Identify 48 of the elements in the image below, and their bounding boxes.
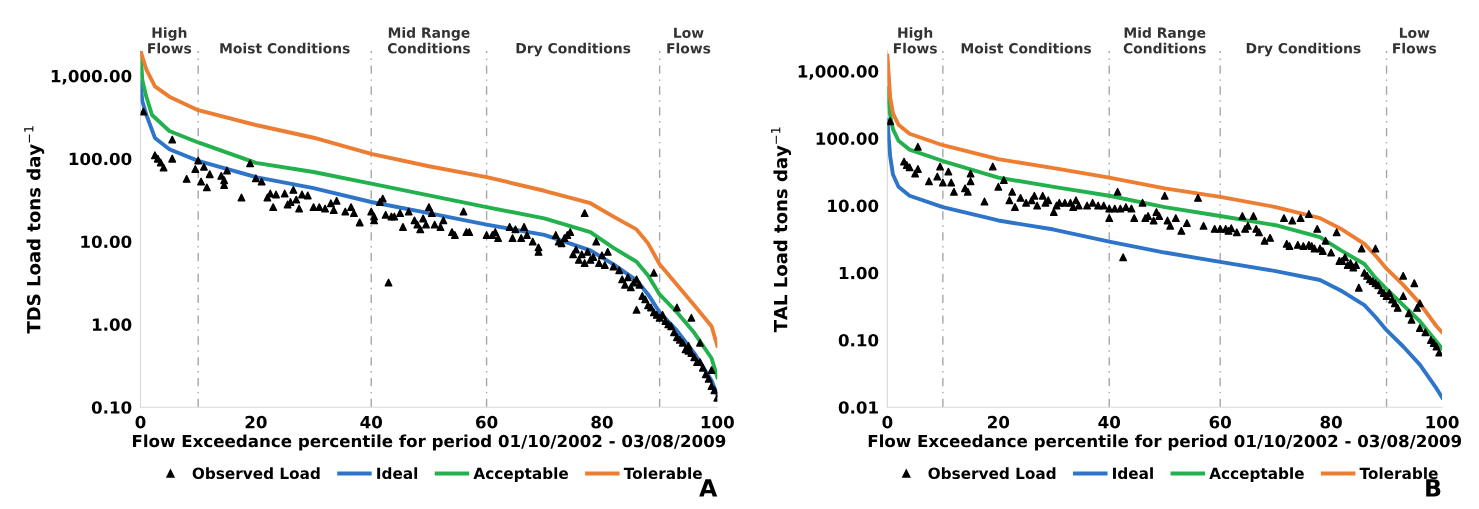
x-tick-label: 40 xyxy=(1098,415,1121,429)
x-tick-label: 0 xyxy=(882,415,893,429)
x-tick-label: 80 xyxy=(1320,415,1342,429)
legend-label: Acceptable xyxy=(1209,467,1304,483)
x-tick-label: 40 xyxy=(360,415,383,429)
y-tick-label: 1,000.00 xyxy=(51,69,132,85)
annotation: Low Flows xyxy=(1393,27,1437,54)
x-tick-label: 100 xyxy=(701,415,734,429)
annotation: Mid Range Conditions xyxy=(1123,27,1206,54)
legend-label: Ideal xyxy=(1113,467,1153,480)
line-series xyxy=(887,118,1443,400)
annotation: High Flows xyxy=(148,27,192,54)
y-tick-label: 0.10 xyxy=(838,333,879,347)
annotation: Moist Conditions xyxy=(220,42,350,54)
annotation: Moist Conditions xyxy=(961,42,1092,54)
annotation: Low Flows xyxy=(667,27,711,54)
x-tick-label: 100 xyxy=(1426,415,1459,429)
legend-label: Tolerable xyxy=(1359,467,1438,480)
y-tick-label: 0.01 xyxy=(838,401,878,414)
x-tick-label: 20 xyxy=(245,415,267,429)
legend-label: Tolerable xyxy=(623,467,702,480)
x-axis-title: Flow Exceedance percentile for period 01/10/2002 - 03/08/2009 xyxy=(132,434,726,451)
x-axis-title: Flow Exceedance percentile for period 01/10/2002 - 03/08/2009 xyxy=(868,434,1462,451)
y-tick-label: 100.00 xyxy=(69,152,132,166)
y-axis-title: TDS Load tons day$^{−1}$ xyxy=(24,126,45,334)
text: B xyxy=(1426,479,1441,497)
y-tick-label: 1.00 xyxy=(839,266,879,280)
y-tick-label: 10.00 xyxy=(828,199,879,213)
annotation: Mid Range Conditions xyxy=(387,27,470,54)
x-tick-label: 0 xyxy=(135,415,146,429)
legend-label: Observed Load xyxy=(928,467,1056,480)
legend-label: Ideal xyxy=(377,467,418,480)
x-tick-label: 60 xyxy=(476,415,498,429)
y-tick-label: 0.10 xyxy=(91,401,132,414)
y-tick-label: 1.00 xyxy=(92,318,132,331)
y-tick-label: 10.00 xyxy=(81,235,132,249)
annotation: Dry Conditions xyxy=(1246,42,1361,57)
legend-label: Observed Load xyxy=(192,467,320,480)
annotation: High Flows xyxy=(893,27,937,54)
x-tick-label: 20 xyxy=(988,415,1010,429)
legend-label: Acceptable xyxy=(473,467,568,483)
x-tick-label: 80 xyxy=(591,415,613,429)
text: A xyxy=(699,479,718,497)
x-tick-label: 60 xyxy=(1209,415,1231,429)
y-tick-label: 1,000.00 xyxy=(798,65,879,80)
annotation: Dry Conditions xyxy=(516,42,631,57)
y-axis-title: TAL Load tons day$^{−1}$ xyxy=(771,127,792,333)
y-tick-label: 100.00 xyxy=(816,132,879,145)
